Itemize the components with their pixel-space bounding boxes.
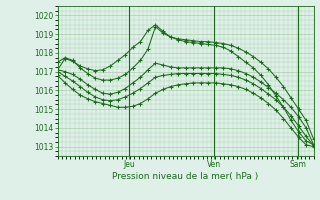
X-axis label: Pression niveau de la mer( hPa ): Pression niveau de la mer( hPa ) — [112, 172, 259, 181]
